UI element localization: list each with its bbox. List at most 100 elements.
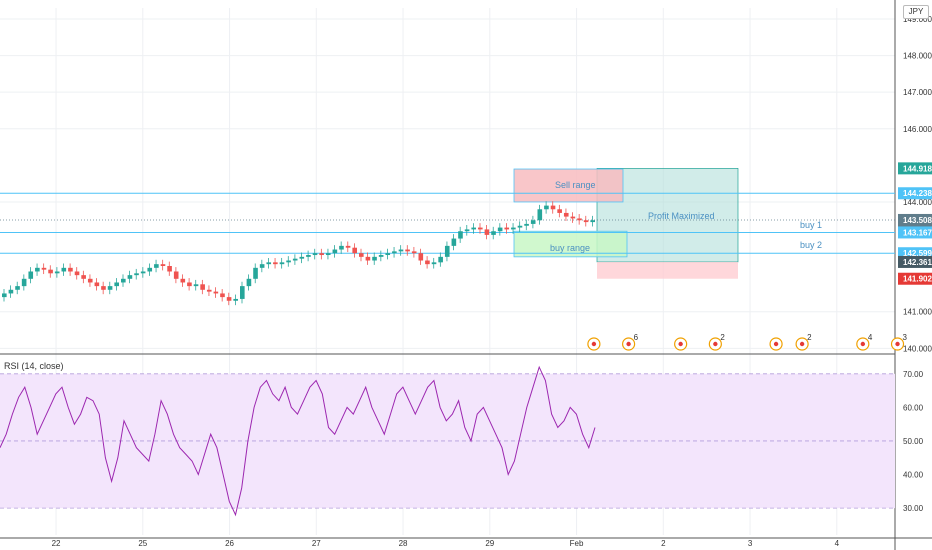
sell-range-box[interactable] — [513, 168, 624, 203]
candle-body — [339, 245, 344, 250]
price-tag-label: 144.238 — [903, 189, 932, 198]
candle-body — [140, 271, 146, 274]
candle-body — [497, 227, 503, 232]
time-axis[interactable]: 22 25 26 27 28 29 Feb 2 3 4 — [52, 539, 840, 548]
candle-body — [385, 253, 391, 256]
event-count-label: 3 — [903, 333, 908, 342]
candle-body — [74, 271, 80, 276]
candle-body — [193, 284, 199, 287]
candle-body — [484, 229, 490, 235]
time-tick-label: 28 — [399, 539, 408, 548]
candle-body — [61, 267, 67, 272]
candle-body — [54, 271, 60, 274]
rsi-line — [0, 365, 596, 517]
price-tag-label: 142.599 — [903, 249, 932, 258]
position-boxes — [513, 168, 739, 279]
candle-body — [345, 245, 351, 248]
level-lines — [0, 192, 895, 254]
buy-range-box[interactable] — [513, 230, 628, 258]
candle-body — [173, 271, 179, 279]
candle-body — [524, 223, 529, 226]
candle-body — [550, 205, 556, 210]
buy-1-label: buy 1 — [800, 220, 822, 230]
candle-body — [127, 275, 133, 279]
candle-body — [206, 289, 212, 292]
candle-body — [544, 205, 549, 210]
candle-body — [577, 218, 582, 221]
event-dot-icon — [713, 341, 718, 347]
event-count-label: 4 — [868, 333, 873, 342]
price-tag-label: 142.361 — [903, 258, 932, 267]
event-dot-icon — [678, 341, 683, 347]
candle-body — [530, 220, 536, 224]
stop-box[interactable] — [597, 261, 738, 279]
sell-range-label: Sell range — [555, 180, 596, 190]
candle-body — [213, 291, 219, 294]
candle-body — [121, 278, 126, 283]
price-tag[interactable] — [898, 226, 932, 239]
candle-body — [81, 275, 86, 279]
price-tag[interactable] — [898, 213, 932, 226]
candle-body — [2, 293, 7, 298]
candle-body — [590, 220, 595, 223]
candle-body — [444, 245, 450, 257]
profit-maximized-label: Profit Maximized — [648, 211, 715, 221]
price-tick-label: 141.000 — [903, 308, 932, 317]
event-count-label: 2 — [720, 333, 725, 342]
price-tag[interactable] — [898, 255, 932, 268]
candle-body — [226, 297, 232, 301]
candle-body — [471, 227, 476, 230]
time-tick-label: 2 — [661, 539, 666, 548]
candle-body — [491, 231, 496, 235]
price-tag[interactable] — [898, 162, 932, 175]
candle-body — [312, 253, 318, 256]
candle-body — [378, 255, 384, 257]
event-dot-icon — [895, 341, 900, 347]
event-markers[interactable]: 6 2 2 4 3 — [587, 333, 908, 351]
candle-body — [180, 278, 186, 283]
candle-body — [464, 229, 470, 232]
price-tick-label: 148.000 — [903, 52, 932, 61]
event-count-label: 2 — [807, 333, 812, 342]
time-tick-label: 29 — [485, 539, 494, 548]
candle-body — [187, 282, 192, 287]
price-axis[interactable]: 149.000 148.000 147.000 146.000 144.000 141.0… — [898, 15, 932, 353]
candle-body — [240, 286, 245, 299]
candle-body — [15, 286, 20, 290]
time-tick-label: Feb — [570, 539, 584, 548]
price-tick-label: 140.000 — [903, 344, 932, 353]
candle-body — [511, 227, 516, 230]
candle-body — [504, 227, 510, 230]
candles — [2, 201, 595, 306]
candle-body — [134, 273, 139, 276]
candle-body — [87, 278, 93, 283]
candle-body — [167, 266, 172, 272]
candle-body — [372, 256, 377, 261]
price-tag[interactable] — [898, 272, 932, 285]
price-tick-label: 144.000 — [903, 198, 932, 207]
currency-badge[interactable]: JPY — [903, 5, 929, 19]
candle-body — [114, 282, 119, 287]
candle-body — [101, 286, 106, 290]
candle-body — [286, 260, 291, 263]
price-tag-label: 141.902 — [903, 275, 932, 284]
candle-body — [583, 220, 589, 223]
candle-body — [279, 262, 285, 265]
buy-range-label: buy range — [550, 243, 590, 253]
candle-body — [537, 209, 543, 221]
candle-body — [458, 231, 463, 239]
candle-body — [41, 267, 47, 270]
candle-body — [438, 256, 443, 263]
candle-body — [325, 253, 331, 256]
candle-body — [259, 264, 265, 268]
time-tick-label: 22 — [52, 539, 61, 548]
candle-body — [273, 262, 278, 265]
candle-body — [107, 286, 113, 290]
candle-body — [398, 249, 404, 252]
event-dot-icon — [626, 341, 631, 347]
price-tag[interactable] — [898, 187, 932, 200]
annotation-labels: Sell range buy range Profit Maximized bu… — [550, 180, 822, 253]
candle-body — [392, 251, 397, 254]
rsi-tick-label: 30.00 — [903, 504, 924, 513]
rsi-indicator-label: RSI (14, close) — [4, 361, 64, 371]
